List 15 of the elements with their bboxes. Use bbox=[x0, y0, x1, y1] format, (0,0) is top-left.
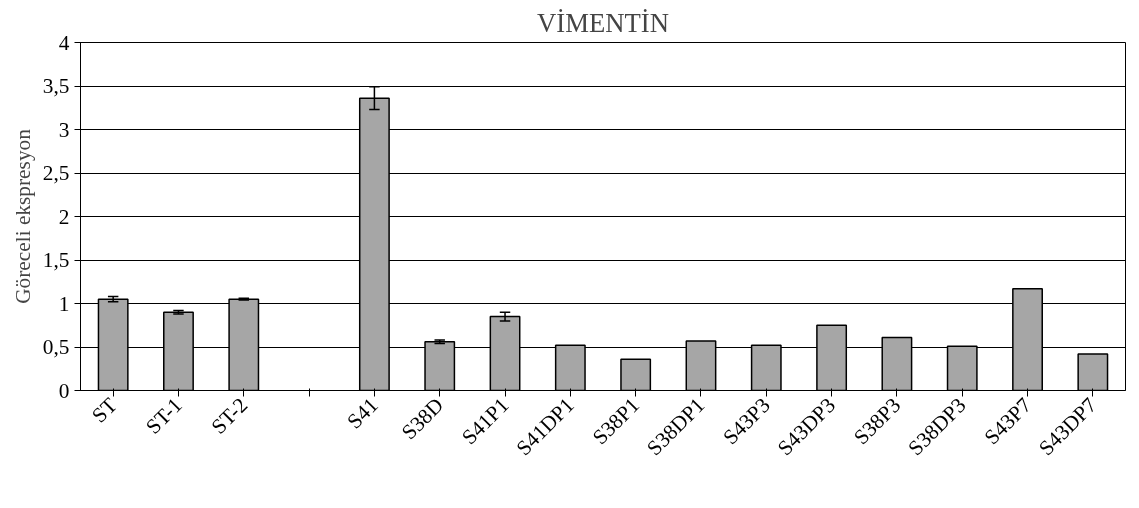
y-tick-label: 1 bbox=[58, 291, 70, 316]
x-tick-label: ST-2 bbox=[206, 393, 253, 439]
y-tick-label: 2 bbox=[58, 204, 70, 229]
y-tick-label: 4 bbox=[58, 30, 70, 55]
chart-title: VİMENTİN bbox=[537, 7, 669, 38]
y-tick-label: 3,5 bbox=[42, 74, 70, 98]
y-tick-label: 3 bbox=[58, 117, 70, 142]
x-tick-label: ST-1 bbox=[141, 393, 187, 439]
y-tick-label: 2,5 bbox=[42, 161, 70, 185]
x-tick-label: ST bbox=[87, 393, 122, 428]
y-axis-title: Göreceli ekspresyon bbox=[10, 128, 35, 304]
y-tick-label: 0 bbox=[58, 378, 70, 403]
x-tick-label: S41 bbox=[342, 393, 383, 434]
y-tick-label: 0,5 bbox=[42, 335, 70, 359]
y-tick-label: 1,5 bbox=[42, 248, 70, 272]
